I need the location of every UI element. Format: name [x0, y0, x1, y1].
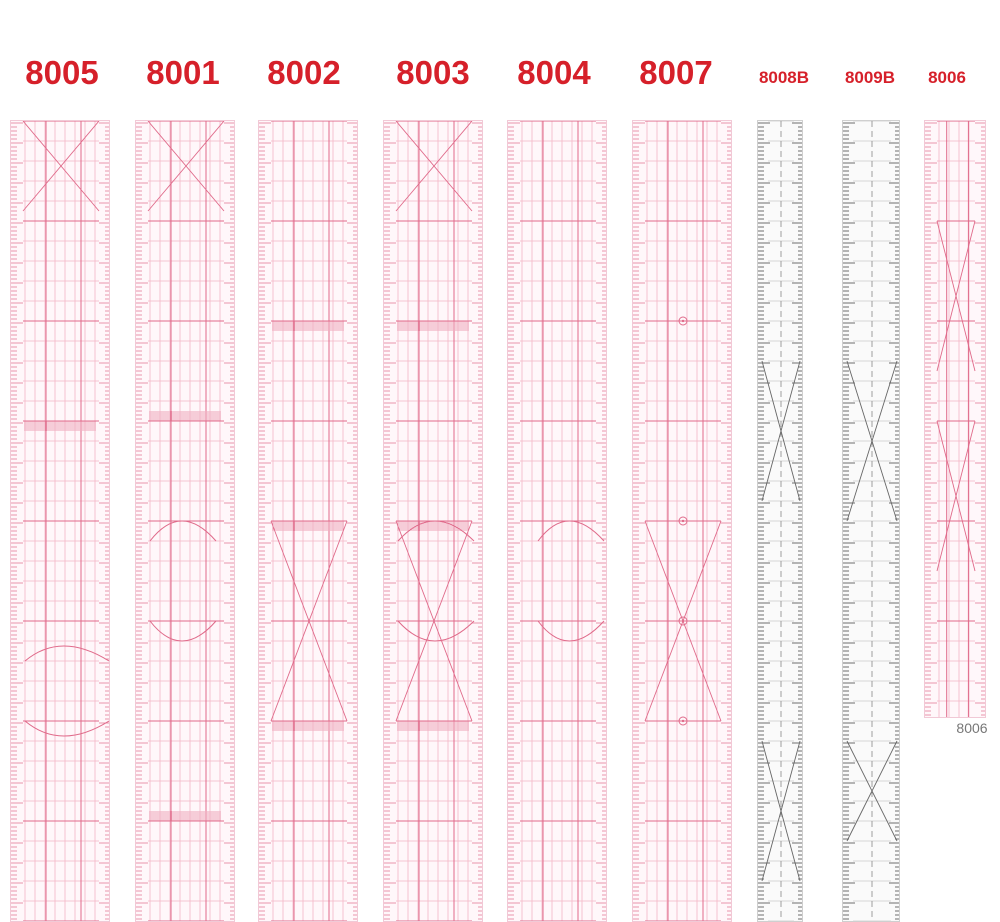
label-8009b: 8009B: [844, 68, 896, 87]
label-8004: 8004: [517, 54, 591, 91]
label-8007: 8007: [639, 54, 713, 91]
ruler-8009b: [842, 120, 900, 922]
ruler-8001: [135, 120, 235, 922]
label-8006: 8006: [928, 68, 966, 87]
ruler-caption-8006: 8006: [956, 720, 988, 736]
ruler-8008b: [757, 120, 803, 922]
ruler-8005: [10, 120, 110, 922]
label-8003: 8003: [396, 54, 470, 91]
ruler-8007: [632, 120, 732, 922]
ruler-8003: [383, 120, 483, 922]
ruler-8004: [507, 120, 607, 922]
label-8005: 8005: [25, 54, 99, 91]
label-8001: 8001: [146, 54, 220, 91]
ruler-8002: [258, 120, 358, 922]
ruler-8006: [924, 120, 986, 718]
label-8002: 8002: [267, 54, 341, 91]
label-8008b: 8008B: [758, 68, 810, 87]
